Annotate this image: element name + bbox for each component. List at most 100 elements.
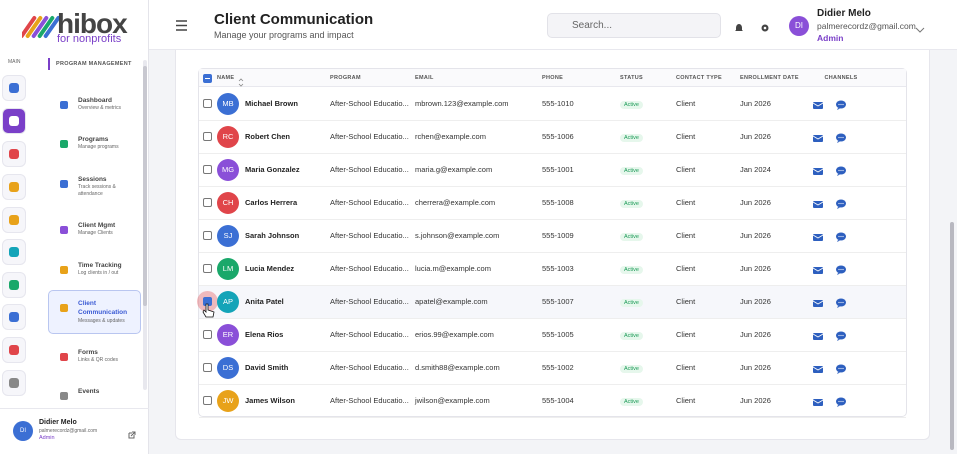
email-channel[interactable]	[812, 131, 824, 143]
menu-subtitle: Overview & metrics	[78, 105, 122, 111]
email-channel[interactable]	[812, 263, 824, 275]
phone: 555-1004	[542, 396, 574, 405]
email-channel-glyph	[812, 201, 824, 208]
email-channel[interactable]	[812, 395, 824, 407]
menu-title: Client Communication	[78, 300, 128, 316]
column-header: CONTACT TYPE	[676, 75, 722, 81]
search-box[interactable]	[547, 13, 721, 38]
row-checkbox[interactable]	[203, 132, 212, 141]
search-placeholder: Search...	[572, 20, 613, 31]
row-checkbox[interactable]	[203, 396, 212, 405]
sms-channel[interactable]	[835, 395, 847, 407]
main-scroll	[950, 222, 954, 450]
column-header: STATUS	[620, 75, 643, 81]
table-row[interactable]	[199, 319, 906, 352]
email-channel[interactable]	[812, 362, 824, 374]
table-row[interactable]	[199, 88, 906, 121]
avatar: CH	[217, 192, 239, 214]
sms-channel[interactable]	[835, 263, 847, 275]
select-all-dash	[205, 78, 210, 79]
email: apatel@example.com	[415, 297, 488, 306]
status-badge: Active	[620, 233, 643, 241]
avatar: LM	[217, 258, 239, 280]
menu-toggle[interactable]	[175, 19, 188, 32]
table-row[interactable]	[199, 187, 906, 220]
email-channel-glyph	[812, 366, 824, 373]
row-checkbox[interactable]	[203, 198, 212, 207]
sms-channel[interactable]	[835, 230, 847, 242]
email: erios.99@example.com	[415, 330, 494, 339]
contact-type: Client	[676, 132, 696, 141]
table-row[interactable]	[199, 253, 906, 286]
phone: 555-1007	[542, 297, 574, 306]
sort-icon-glyph	[238, 78, 244, 87]
sort-icon[interactable]	[238, 74, 244, 87]
sms-channel[interactable]	[835, 98, 847, 110]
email-channel[interactable]	[812, 329, 824, 341]
program: After-School Educatio...	[330, 132, 409, 141]
client-name: Sarah Johnson	[245, 231, 300, 240]
menu-icon	[60, 353, 68, 361]
row-checkbox[interactable]	[203, 363, 212, 372]
program: After-School Educatio...	[330, 198, 409, 207]
column-header[interactable]: NAME	[217, 75, 235, 81]
header-user-role: Admin	[817, 33, 844, 43]
status-badge: Active	[620, 200, 643, 208]
rail-button[interactable]	[2, 370, 26, 396]
sms-channel[interactable]	[835, 131, 847, 143]
table-row[interactable]	[199, 220, 906, 253]
row-checkbox[interactable]	[203, 330, 212, 339]
open-external[interactable]	[127, 427, 137, 439]
table-row[interactable]	[199, 385, 906, 418]
avatar: DS	[217, 357, 239, 379]
contact-type: Client	[676, 264, 696, 273]
email-channel[interactable]	[812, 98, 824, 110]
table-row[interactable]	[199, 121, 906, 154]
sms-channel-glyph	[836, 265, 846, 275]
client-name: Lucia Mendez	[245, 264, 295, 273]
user-menu-chevron[interactable]	[915, 21, 925, 33]
email-channel[interactable]	[812, 164, 824, 176]
row-checkbox[interactable]	[203, 264, 212, 273]
notifications[interactable]	[734, 20, 744, 32]
row-checkbox[interactable]	[203, 297, 212, 306]
menu-icon	[60, 101, 68, 109]
table-row[interactable]	[199, 352, 906, 385]
table-row[interactable]	[199, 286, 906, 319]
email-channel[interactable]	[812, 197, 824, 209]
sms-channel[interactable]	[835, 197, 847, 209]
menu-item[interactable]	[48, 290, 141, 334]
sms-channel[interactable]	[835, 362, 847, 374]
email-channel[interactable]	[812, 296, 824, 308]
email-channel[interactable]	[812, 230, 824, 242]
header-avatar[interactable]: DI	[789, 16, 809, 36]
avatar: ER	[217, 324, 239, 346]
section-title: PROGRAM MANAGEMENT	[56, 61, 132, 67]
footer-avatar: DI	[13, 421, 33, 441]
row-checkbox[interactable]	[203, 231, 212, 240]
rail-icon	[9, 280, 19, 290]
enrollment-date: Jun 2026	[740, 396, 771, 405]
sms-channel[interactable]	[835, 329, 847, 341]
contact-type: Client	[676, 99, 696, 108]
table-row[interactable]	[199, 154, 906, 187]
settings[interactable]	[760, 20, 770, 32]
menu-subtitle: Track sessions & attendance	[78, 184, 116, 197]
column-header: PHONE	[542, 75, 564, 81]
row-checkbox[interactable]	[203, 99, 212, 108]
client-name: Michael Brown	[245, 99, 298, 108]
open-external-glyph	[128, 431, 136, 439]
program: After-School Educatio...	[330, 396, 409, 405]
menu-subtitle: Messages & updates	[78, 318, 125, 324]
rail-icon	[9, 247, 19, 257]
sms-channel[interactable]	[835, 164, 847, 176]
email: s.johnson@example.com	[415, 231, 500, 240]
sms-channel[interactable]	[835, 296, 847, 308]
status-badge: Active	[620, 266, 643, 274]
menu-title: Programs	[78, 136, 109, 143]
row-checkbox[interactable]	[203, 165, 212, 174]
page-subtitle: Manage your programs and impact	[214, 30, 354, 40]
phone: 555-1009	[542, 231, 574, 240]
phone: 555-1003	[542, 264, 574, 273]
header-user-email: palmerecordz@gmail.com	[817, 21, 916, 31]
